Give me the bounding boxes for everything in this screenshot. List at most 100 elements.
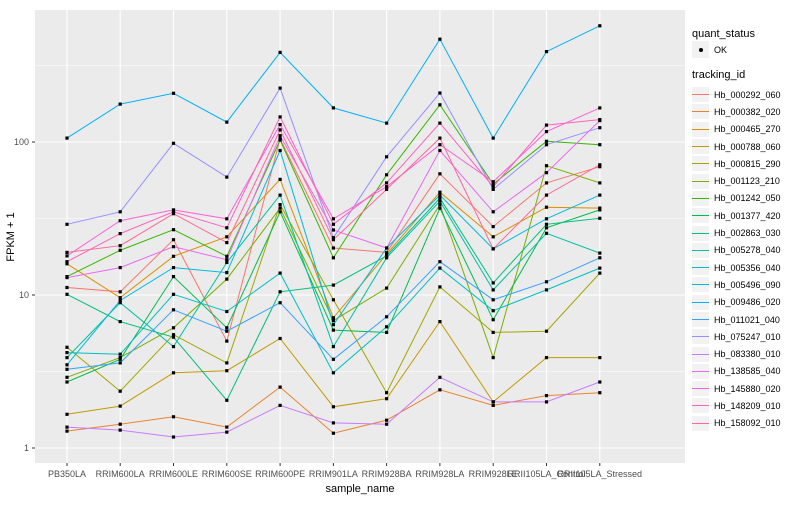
legend-key-line-icon [692,197,709,199]
legend-item-Hb_000382_020: Hb_000382_020 [692,103,798,120]
data-point [491,247,495,251]
data-point [65,285,69,290]
legend-item-Hb_000465_270: Hb_000465_270 [692,121,798,138]
data-point [598,163,602,167]
data-point [225,329,229,333]
data-point [225,277,229,281]
data-point [331,357,335,361]
data-point [438,203,442,207]
data-point [225,369,229,373]
data-point [278,206,282,210]
data-point [65,262,69,266]
legend-key-box [692,346,709,362]
legend-item-label: Hb_145880_020 [714,383,781,394]
legend-key-line-icon [692,353,709,355]
data-point [544,130,549,134]
data-point [438,196,442,200]
legend-key-box [692,398,709,414]
legend-item-Hb_158092_010: Hb_158092_010 [692,415,798,432]
data-point [118,102,122,106]
x-tick-label: RRIM928LA [415,469,464,479]
data-point [171,308,176,312]
data-point [438,172,442,176]
legend: quant_status OK tracking_id Hb_000292_06… [692,28,798,432]
legend-item-label: Hb_083380_010 [714,349,781,360]
data-point [225,235,229,239]
y-tick-label: 10 [19,290,29,300]
data-point [118,296,122,300]
data-point [598,391,602,395]
data-point [598,24,602,28]
data-point [278,138,282,142]
data-point [598,266,602,270]
data-point [171,238,176,242]
data-point [385,121,389,125]
data-point [491,185,495,189]
data-point [118,290,122,294]
data-point [544,217,549,221]
data-point [385,422,389,426]
data-point [544,50,549,54]
x-tick-label: RRIM901LA [309,469,358,479]
x-tick-label: RRIM600LA [96,469,145,479]
x-tick-label: RRII105LA_Control [507,469,585,479]
legend-key-box [692,225,709,241]
series-points [65,24,602,439]
data-point [331,405,335,409]
data-point [438,260,442,264]
data-point [225,361,229,365]
data-point [491,225,495,229]
data-point [544,231,549,235]
data-point [598,208,602,212]
x-tick-label: PB350LA [48,469,86,479]
data-point [278,336,282,341]
data-point [331,371,335,375]
data-point [278,177,282,181]
legend-key-line-icon [692,232,709,234]
x-tick-label: RRIM600LE [149,469,198,479]
data-point [438,148,442,153]
legend-key-box [692,104,709,120]
data-point [331,246,335,250]
data-point [385,173,389,177]
data-point [385,397,389,401]
data-point [544,164,549,168]
data-point [438,190,442,194]
data-point [598,143,602,147]
data-point [331,238,335,242]
data-point [385,155,389,159]
data-point [225,254,229,258]
legend-item-Hb_083380_010: Hb_083380_010 [692,345,798,362]
data-point [65,380,69,384]
data-point [118,248,122,252]
data-point [65,222,69,226]
data-point [118,352,122,356]
data-point [278,50,282,54]
data-point [598,206,602,210]
legend-key-box [692,381,709,397]
legend-key-box [692,41,709,58]
data-point [438,91,442,95]
legend-item-label: Hb_148209_010 [714,400,781,411]
legend-key-line-icon [692,284,709,286]
data-point [65,429,69,433]
data-point [225,309,229,314]
data-point [65,345,69,349]
legend-item-Hb_148209_010: Hb_148209_010 [692,397,798,414]
data-point [491,288,495,292]
data-point [225,258,229,262]
data-point [278,385,282,389]
data-point [385,330,389,334]
data-point [331,316,335,320]
data-point [65,356,69,360]
data-point [385,286,389,290]
legend-item-label: Hb_000815_290 [714,158,781,169]
data-point [171,254,176,258]
legend-key-box [692,208,709,224]
data-point [65,351,69,355]
data-point [331,256,335,260]
data-point [225,260,229,265]
data-point [118,361,122,365]
legend-key-line-icon [692,267,709,269]
